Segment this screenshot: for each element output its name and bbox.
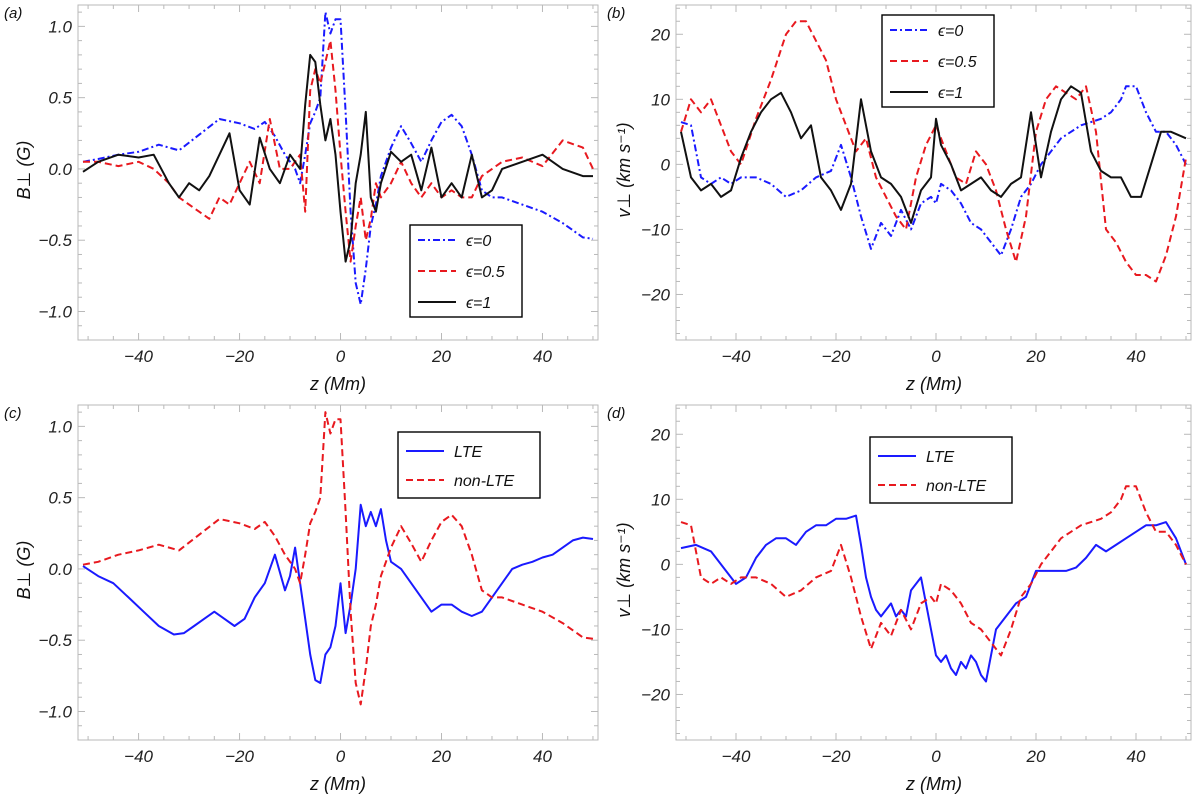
panel-c-legend-label-1: non-LTE (454, 473, 515, 490)
panel-d-ytick-label: 20 (650, 425, 670, 444)
panel-a-ytick-label: 0.5 (48, 89, 72, 108)
panel-c-ytick-label: −1.0 (38, 702, 72, 721)
panel-c-frame (77, 404, 599, 741)
panel-a-ticks: −40 −20 0 20 40 −1.0 −0.5 0.0 0.5 1.0 (38, 5, 598, 366)
panel-a-xtick-label: 20 (431, 347, 451, 366)
panel-c-ticks: −40 −20 0 20 40 −1.0 −0.5 0.0 0.5 1.0 (38, 405, 598, 766)
panel-d-ytick-label: −20 (641, 685, 670, 704)
panel-b-legend: ϵ=0 ϵ=0.5 ϵ=1 (881, 14, 995, 108)
panel-a-lines (82, 11, 594, 306)
panel-b-ytick-label: 10 (651, 90, 670, 109)
panel-c-ytick-label: 0.0 (48, 560, 72, 579)
panel-b: (b) z (Mm) v⊥ (km s⁻¹) −40 −20 0 20 40 −20 −10… (607, 4, 1192, 394)
panel-d-xlabel: z (Mm) (905, 774, 962, 794)
panel-a-legend: ϵ=0 ϵ=0.5 ϵ=1 (409, 224, 523, 318)
panel-d-label: (d) (607, 405, 625, 422)
panel-a-ylabel: B⊥ (G) (14, 141, 34, 200)
panel-b-ytick-label: 0 (661, 155, 671, 174)
panel-c-legend: LTE non-LTE (397, 431, 541, 499)
panel-d-xtick-label: −20 (822, 747, 851, 766)
panel-c-xlabel: z (Mm) (309, 774, 366, 794)
panel-b-series-1-line (680, 20, 1187, 283)
panel-a-xlabel: z (Mm) (309, 374, 366, 394)
panel-b-frame (675, 4, 1192, 341)
panel-d-lines (680, 485, 1187, 683)
panel-b-label: (b) (607, 5, 625, 22)
panel-c-legend-box (397, 431, 541, 499)
panel-d-ytick-label: 0 (661, 555, 671, 574)
panel-b-series-2-line (680, 85, 1187, 224)
panel-d-frame (675, 404, 1192, 741)
panel-d-xtick-label: −40 (722, 747, 751, 766)
panel-b-xtick-label: 0 (931, 347, 941, 366)
panel-d-series-1-line (680, 485, 1187, 657)
panel-b-legend-label-2: ϵ=1 (938, 85, 963, 102)
panel-d-ticks: −40 −20 0 20 40 −20 −10 0 10 20 (641, 405, 1191, 766)
panel-a-frame (77, 4, 599, 341)
panel-a-legend-label-0: ϵ=0 (466, 233, 491, 250)
panel-c-legend-label-0: LTE (454, 444, 482, 461)
panel-c-xtick-label: 40 (533, 747, 552, 766)
panel-d-xtick-label: 0 (931, 747, 941, 766)
panel-d-series-0-line (680, 514, 1187, 683)
panel-b-ticks: −40 −20 0 20 40 −20 −10 0 10 20 (641, 5, 1191, 366)
panel-b-ytick-label: −10 (641, 220, 670, 239)
panel-b-ytick-label: 20 (650, 25, 670, 44)
panel-d-xtick-label: 40 (1127, 747, 1146, 766)
panel-a-xtick-label: −40 (124, 347, 153, 366)
panel-a-ytick-label: 1.0 (48, 17, 72, 36)
panel-c: (c) z (Mm) B⊥ (G) −40 −20 0 20 40 −1.0 −0.5 0.0… (4, 404, 599, 794)
panel-c-ytick-label: −0.5 (38, 631, 72, 650)
panel-c-lines (82, 411, 594, 706)
panel-b-xlabel: z (Mm) (905, 374, 962, 394)
panel-c-series-1-line (82, 411, 594, 706)
panel-b-legend-label-1: ϵ=0.5 (938, 54, 977, 71)
panel-c-xtick-label: 20 (431, 747, 451, 766)
panel-b-series-0-line (680, 85, 1187, 257)
panel-a-label: (a) (4, 5, 22, 22)
panel-b-xtick-label: −20 (822, 347, 851, 366)
panel-a-ytick-label: −0.5 (38, 231, 72, 250)
panel-a-ytick-label: 0.0 (48, 160, 72, 179)
panel-b-xtick-label: 40 (1127, 347, 1146, 366)
panel-b-xtick-label: 20 (1026, 347, 1046, 366)
panel-c-ytick-label: 0.5 (48, 489, 72, 508)
panel-a-xtick-label: 0 (336, 347, 346, 366)
panel-a-legend-label-2: ϵ=1 (466, 295, 491, 312)
panel-a-series-2-line (82, 53, 593, 263)
panel-d-ytick-label: −10 (641, 620, 670, 639)
panel-c-ylabel: B⊥ (G) (14, 541, 34, 600)
panel-c-xtick-label: −40 (124, 747, 153, 766)
panel-a: (a) z (Mm) B⊥ (G) −40 −20 0 20 40 −1.0 −0.5 0.0… (4, 4, 599, 394)
panel-a-xtick-label: −20 (225, 347, 254, 366)
panel-d-ylabel: v⊥ (km s⁻¹) (614, 522, 634, 617)
panel-d-ytick-label: 10 (651, 490, 670, 509)
panel-a-ytick-label: −1.0 (38, 302, 72, 321)
panel-a-xtick-label: 40 (533, 347, 552, 366)
panel-d-legend-box (869, 436, 1013, 504)
panel-d-xtick-label: 20 (1026, 747, 1046, 766)
panel-d-legend: LTE non-LTE (869, 436, 1013, 504)
panel-c-ytick-label: 1.0 (48, 417, 72, 436)
panel-b-ytick-label: −20 (641, 285, 670, 304)
panel-d-legend-label-1: non-LTE (926, 478, 987, 495)
panel-c-xtick-label: −20 (225, 747, 254, 766)
panel-b-legend-label-0: ϵ=0 (938, 23, 963, 40)
panel-b-ylabel: v⊥ (km s⁻¹) (614, 122, 634, 217)
panel-d-legend-label-0: LTE (926, 449, 954, 466)
panel-c-xtick-label: 0 (336, 747, 346, 766)
panel-c-label: (c) (4, 405, 22, 422)
panel-a-series-1-line (83, 39, 594, 263)
panel-c-series-0-line (82, 503, 594, 684)
panel-d: (d) z (Mm) v⊥ (km s⁻¹) −40 −20 0 20 40 −20 −10… (607, 404, 1192, 794)
panel-b-lines (680, 20, 1187, 283)
panel-b-xtick-label: −40 (722, 347, 751, 366)
panel-a-legend-label-1: ϵ=0.5 (466, 264, 505, 281)
